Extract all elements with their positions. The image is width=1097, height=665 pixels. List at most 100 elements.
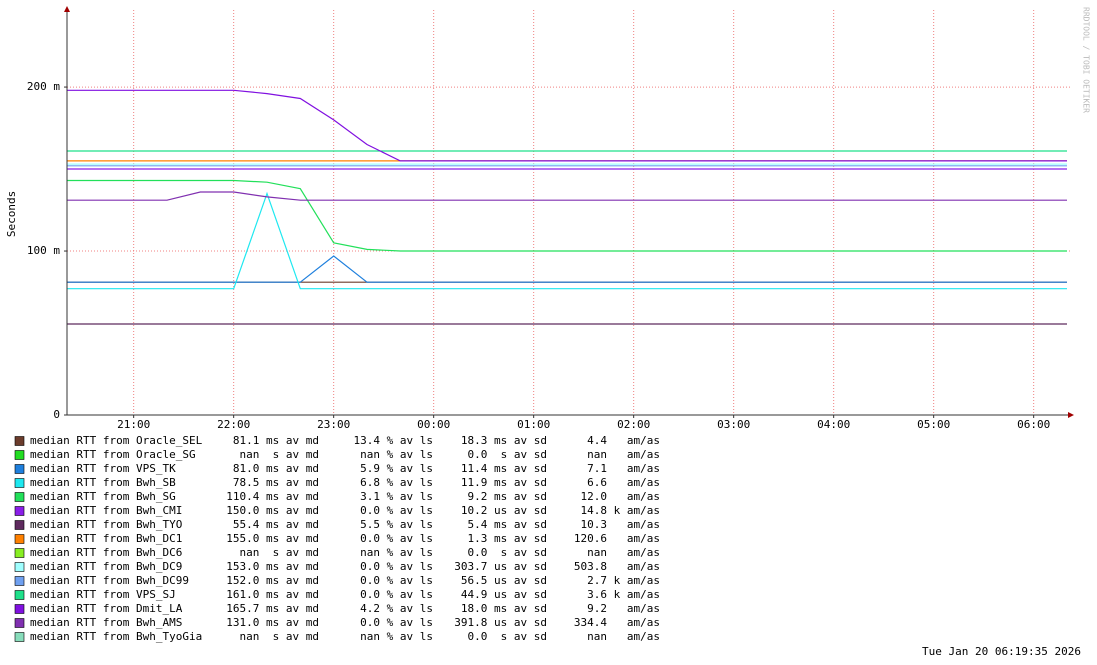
legend: median RTT from Oracle_SEL 81.1 ms av md 1… (14, 434, 660, 643)
series-line (67, 179, 1067, 252)
legend-label: median RTT from Bwh_TYO (30, 518, 182, 531)
legend-stat: 153.0 ms av md (226, 560, 319, 573)
legend-label: median RTT from Bwh_DC9 (30, 560, 182, 573)
legend-swatch (14, 632, 25, 642)
legend-label: median RTT from Bwh_TyoGia (30, 630, 202, 643)
legend-stat: 152.0 ms av md (226, 574, 319, 587)
legend-stat: 0.0 % av ls (360, 532, 433, 545)
legend-stat: nan am/as (587, 448, 660, 461)
series-line (67, 255, 1067, 283)
legend-stat: 10.3 am/as (581, 518, 660, 531)
legend-label: median RTT from Bwh_SG (30, 490, 176, 503)
legend-swatch (14, 492, 25, 502)
legend-stat: 9.2 am/as (587, 602, 660, 615)
legend-stat: 5.4 ms av sd (468, 518, 547, 531)
watermark: RRDTOOL / TOBI OETIKER (1082, 7, 1091, 113)
legend-stat: 5.5 % av ls (360, 518, 433, 531)
legend-label: median RTT from Bwh_AMS (30, 616, 182, 629)
legend-stat: 161.0 ms av md (226, 588, 319, 601)
legend-stat: 0.0 s av sd (468, 448, 547, 461)
legend-swatch (14, 590, 25, 600)
legend-stat: 110.4 ms av md (226, 490, 319, 503)
legend-swatch (14, 576, 25, 586)
legend-stat: 155.0 ms av md (226, 532, 319, 545)
x-tick-label: 22:00 (217, 418, 250, 431)
legend-stat: 56.5 us av sd (461, 574, 547, 587)
legend-stat: 13.4 % av ls (354, 434, 433, 447)
legend-stat: 0.0 s av sd (468, 546, 547, 559)
legend-label: median RTT from VPS_SJ (30, 588, 176, 601)
legend-stat: 334.4 am/as (574, 616, 660, 629)
legend-stat: 10.2 us av sd (461, 504, 547, 517)
legend-label: median RTT from Oracle_SEL (30, 434, 203, 447)
legend-stat: 11.9 ms av sd (461, 476, 547, 489)
series-line (67, 191, 1067, 290)
legend-label: median RTT from Bwh_DC1 (30, 532, 182, 545)
x-tick-label: 04:00 (817, 418, 850, 431)
legend-stat: 1.3 ms av sd (468, 532, 547, 545)
x-arrow (1068, 412, 1074, 418)
x-tick-label: 05:00 (917, 418, 950, 431)
legend-stat: 6.8 % av ls (360, 476, 433, 489)
legend-label: median RTT from Dmit_LA (30, 602, 183, 615)
y-tick-label: 200 m (27, 80, 60, 93)
y-tick-label: 100 m (27, 244, 60, 257)
x-tick-label: 06:00 (1017, 418, 1050, 431)
legend-stat: nan s av md (240, 448, 319, 461)
legend-stat: 14.8 k am/as (581, 504, 660, 517)
legend-stat: nan am/as (587, 630, 660, 643)
x-tick-label: 03:00 (717, 418, 750, 431)
legend-stat: 44.9 us av sd (461, 588, 547, 601)
legend-swatch (14, 506, 25, 516)
legend-stat: 0.0 % av ls (360, 560, 433, 573)
legend-stat: 0.0 s av sd (468, 630, 547, 643)
series-lines (67, 89, 1067, 325)
legend-stat: 5.9 % av ls (360, 462, 433, 475)
y-axis-label: Seconds (5, 191, 18, 237)
legend-stat: 0.0 % av ls (360, 588, 433, 601)
legend-stat: 18.0 ms av sd (461, 602, 547, 615)
legend-stat: 503.8 am/as (574, 560, 660, 573)
legend-stat: 6.6 am/as (587, 476, 660, 489)
x-tick-label: 01:00 (517, 418, 550, 431)
legend-stat: 2.7 k am/as (587, 574, 660, 587)
legend-stat: 131.0 ms av md (226, 616, 319, 629)
legend-stat: 81.1 ms av md (233, 434, 319, 447)
series-line (67, 191, 1067, 201)
legend-swatch (14, 604, 25, 614)
legend-stat: 12.0 am/as (581, 490, 660, 503)
legend-stat: 18.3 ms av sd (461, 434, 547, 447)
legend-swatch (14, 548, 25, 558)
y-tick-label: 0 (53, 408, 60, 421)
legend-stat: 78.5 ms av md (233, 476, 319, 489)
x-tick-label: 00:00 (417, 418, 450, 431)
plot-area (67, 10, 1070, 415)
legend-stat: 0.0 % av ls (360, 616, 433, 629)
legend-stat: 0.0 % av ls (360, 504, 433, 517)
y-arrow (64, 6, 70, 12)
legend-swatch (14, 520, 25, 530)
legend-stat: 11.4 ms av sd (461, 462, 547, 475)
legend-stat: 165.7 ms av md (226, 602, 319, 615)
x-tick-label: 23:00 (317, 418, 350, 431)
legend-stat: nan % av ls (360, 630, 433, 643)
legend-label: median RTT from Bwh_DC99 (30, 574, 189, 587)
legend-swatch (14, 618, 25, 628)
legend-swatch (14, 562, 25, 572)
legend-stat: 3.6 k am/as (587, 588, 660, 601)
legend-swatch (14, 478, 25, 488)
legend-stat: 9.2 ms av sd (468, 490, 547, 503)
legend-stat: nan % av ls (360, 546, 433, 559)
legend-stat: 4.4 am/as (587, 434, 660, 447)
legend-stat: 150.0 ms av md (226, 504, 319, 517)
legend-swatch (14, 464, 25, 474)
legend-stat: 4.2 % av ls (360, 602, 433, 615)
legend-label: median RTT from Bwh_DC6 (30, 546, 182, 559)
legend-stat: 303.7 us av sd (454, 560, 547, 573)
x-tick-label: 21:00 (117, 418, 150, 431)
legend-stat: 0.0 % av ls (360, 574, 433, 587)
legend-stat: 391.8 us av sd (454, 616, 547, 629)
legend-stat: 3.1 % av ls (360, 490, 433, 503)
timestamp: Tue Jan 20 06:19:35 2026 (922, 645, 1081, 658)
